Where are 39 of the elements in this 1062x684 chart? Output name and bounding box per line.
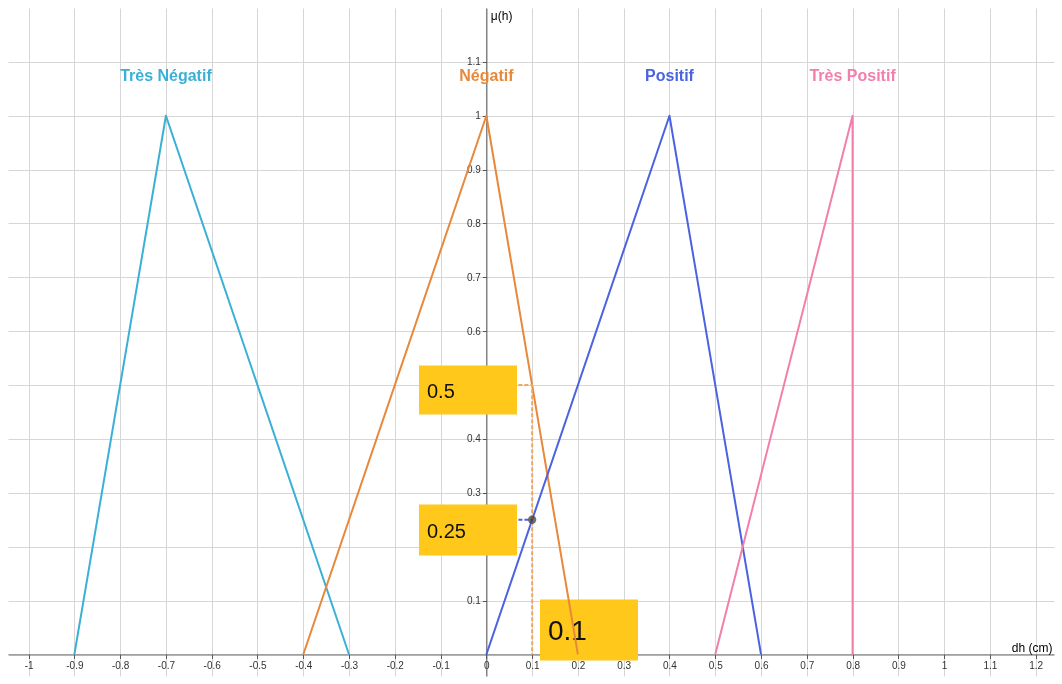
x-axis-title: dh (cm) xyxy=(1011,640,1053,655)
x-tick-label: -1 xyxy=(24,659,34,671)
y-tick-label: 0.3 xyxy=(466,487,482,499)
text: Très Positif xyxy=(809,66,897,84)
y-tick-label: 0.6 xyxy=(466,325,482,337)
x-tick-label: 0.9 xyxy=(891,659,907,671)
x-tick-label: 1.1 xyxy=(983,659,998,671)
text: Positif xyxy=(645,66,695,84)
x-tick-label: 0.5 xyxy=(708,659,724,671)
x-tick-label: -0.4 xyxy=(295,659,313,671)
x-tick-label: -0.8 xyxy=(112,659,130,671)
x-tick-label: 0.6 xyxy=(754,659,769,671)
y-tick-label: 1.1 xyxy=(466,56,482,68)
annotation: 0.5 xyxy=(427,380,455,402)
x-tick-label: 0.7 xyxy=(800,659,815,671)
annotation: 0.25 xyxy=(427,520,466,542)
y-tick-label: 0.7 xyxy=(466,271,482,283)
x-tick-label: -0.5 xyxy=(249,659,268,671)
y-tick-label: 0.4 xyxy=(466,433,482,445)
annotation: 0.1 xyxy=(548,615,587,646)
x-tick-label: -0.2 xyxy=(386,659,405,671)
y-tick-label: 1 xyxy=(475,110,482,122)
x-tick-label: 0.1 xyxy=(525,659,541,671)
x-tick-label: -0.3 xyxy=(340,659,359,671)
x-tick-label: 0 xyxy=(484,659,491,671)
x-tick-label: -0.1 xyxy=(432,659,451,671)
x-tick-label: -0.9 xyxy=(66,659,84,671)
x-tick-label: 0.4 xyxy=(663,659,678,671)
y-tick-label: 0.1 xyxy=(466,595,482,607)
x-tick-label: 0.3 xyxy=(617,659,632,671)
text: Très Négatif xyxy=(120,66,213,84)
x-tick-label: 1 xyxy=(941,659,948,671)
x-tick-label: -0.7 xyxy=(157,659,176,671)
y-tick-label: 0.8 xyxy=(466,217,482,229)
x-tick-label: 0.2 xyxy=(571,659,586,671)
x-tick-label: 1.2 xyxy=(1029,659,1044,671)
x-tick-label: 0.8 xyxy=(846,659,861,671)
x-tick-label: -0.6 xyxy=(203,659,222,671)
y-axis-title: μ(h) xyxy=(490,8,513,23)
